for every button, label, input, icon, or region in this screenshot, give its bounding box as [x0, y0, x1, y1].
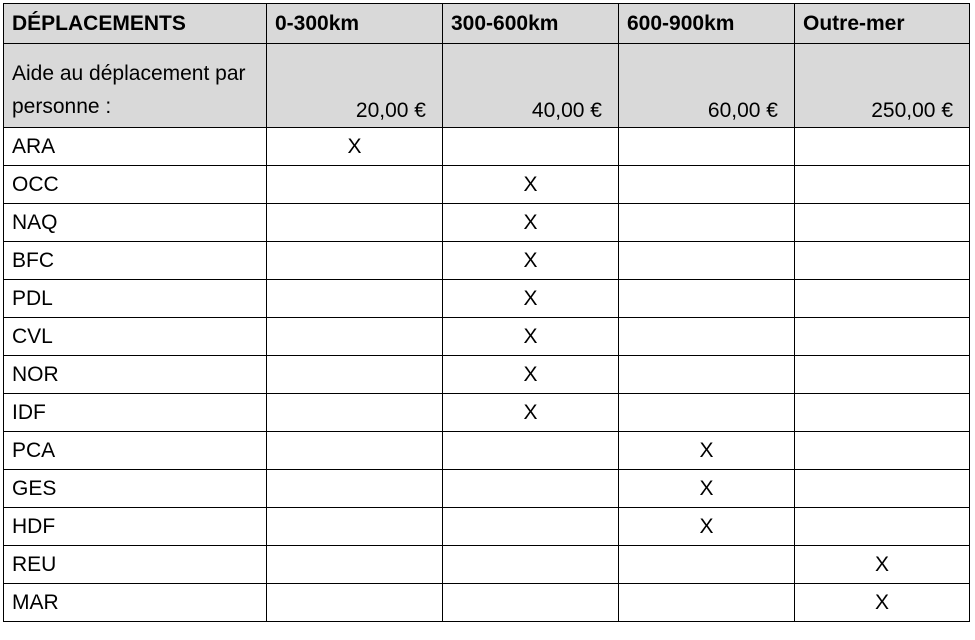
distance-mark-cell: X: [442, 203, 619, 242]
distance-mark-cell: X: [618, 469, 795, 508]
travel-aid-table: DÉPLACEMENTS 0-300km 300-600km 600-900km…: [3, 3, 970, 622]
distance-mark-cell: [794, 241, 970, 280]
region-cell: ARA: [3, 127, 267, 166]
distance-mark-cell: [266, 431, 443, 470]
table-row: BFC X: [3, 241, 970, 280]
region-cell: BFC: [3, 241, 267, 280]
region-cell: MAR: [3, 583, 267, 622]
distance-mark-cell: [266, 241, 443, 280]
table-row: CVL X: [3, 317, 970, 356]
region-cell: NOR: [3, 355, 267, 394]
aid-label: Aide au déplacement par personne :: [3, 43, 267, 128]
distance-mark-cell: X: [794, 583, 970, 622]
distance-mark-cell: [794, 279, 970, 318]
distance-mark-cell: [618, 545, 795, 584]
region-cell: NAQ: [3, 203, 267, 242]
distance-mark-cell: [618, 127, 795, 166]
table-row: HDF X: [3, 507, 970, 546]
distance-mark-cell: [266, 545, 443, 584]
region-cell: PCA: [3, 431, 267, 470]
table-row: NAQ X: [3, 203, 970, 242]
distance-mark-cell: [266, 355, 443, 394]
distance-mark-cell: [442, 469, 619, 508]
distance-mark-cell: [266, 583, 443, 622]
aid-amount: 250,00 €: [794, 43, 970, 128]
region-cell: PDL: [3, 279, 267, 318]
region-cell: OCC: [3, 165, 267, 204]
aid-amount: 20,00 €: [266, 43, 443, 128]
distance-mark-cell: [794, 431, 970, 470]
region-cell: GES: [3, 469, 267, 508]
table-row: PCA X: [3, 431, 970, 470]
distance-mark-cell: X: [442, 317, 619, 356]
distance-mark-cell: X: [266, 127, 443, 166]
distance-mark-cell: X: [442, 165, 619, 204]
region-cell: HDF: [3, 507, 267, 546]
table-row: NOR X: [3, 355, 970, 394]
distance-mark-cell: [442, 545, 619, 584]
distance-mark-cell: [794, 355, 970, 394]
region-cell: IDF: [3, 393, 267, 432]
region-cell: CVL: [3, 317, 267, 356]
header-cell-0-300km: 0-300km: [266, 3, 443, 44]
distance-mark-cell: [618, 583, 795, 622]
distance-mark-cell: [618, 279, 795, 318]
distance-mark-cell: [618, 393, 795, 432]
distance-mark-cell: [618, 203, 795, 242]
distance-mark-cell: [794, 507, 970, 546]
distance-mark-cell: [794, 127, 970, 166]
distance-mark-cell: [618, 165, 795, 204]
distance-mark-cell: X: [442, 355, 619, 394]
distance-mark-cell: [266, 165, 443, 204]
distance-mark-cell: X: [442, 393, 619, 432]
distance-mark-cell: [442, 431, 619, 470]
table-row: REU X: [3, 545, 970, 584]
distance-mark-cell: [794, 165, 970, 204]
distance-mark-cell: [266, 469, 443, 508]
distance-mark-cell: [794, 393, 970, 432]
table-row: GES X: [3, 469, 970, 508]
table-row: MAR X: [3, 583, 970, 622]
header-cell-300-600km: 300-600km: [442, 3, 619, 44]
distance-mark-cell: [266, 317, 443, 356]
header-cell-600-900km: 600-900km: [618, 3, 795, 44]
distance-mark-cell: [794, 469, 970, 508]
distance-mark-cell: [442, 507, 619, 546]
distance-mark-cell: [266, 279, 443, 318]
distance-mark-cell: [266, 393, 443, 432]
distance-mark-cell: X: [794, 545, 970, 584]
distance-mark-cell: X: [618, 507, 795, 546]
aid-amount-row: Aide au déplacement par personne : 20,00…: [3, 43, 970, 128]
table-row: IDF X: [3, 393, 970, 432]
aid-amount: 60,00 €: [618, 43, 795, 128]
distance-mark-cell: [794, 203, 970, 242]
distance-mark-cell: [618, 355, 795, 394]
distance-mark-cell: [266, 507, 443, 546]
distance-mark-cell: [266, 203, 443, 242]
table-row: PDL X: [3, 279, 970, 318]
distance-mark-cell: X: [618, 431, 795, 470]
distance-mark-cell: [618, 241, 795, 280]
distance-mark-cell: [442, 127, 619, 166]
header-cell-outre-mer: Outre-mer: [794, 3, 970, 44]
distance-mark-cell: X: [442, 279, 619, 318]
header-cell-category: DÉPLACEMENTS: [3, 3, 267, 44]
aid-amount: 40,00 €: [442, 43, 619, 128]
distance-mark-cell: [618, 317, 795, 356]
table-row: ARA X: [3, 127, 970, 166]
header-row: DÉPLACEMENTS 0-300km 300-600km 600-900km…: [3, 3, 970, 44]
distance-mark-cell: [794, 317, 970, 356]
distance-mark-cell: [442, 583, 619, 622]
distance-mark-cell: X: [442, 241, 619, 280]
region-cell: REU: [3, 545, 267, 584]
table-row: OCC X: [3, 165, 970, 204]
